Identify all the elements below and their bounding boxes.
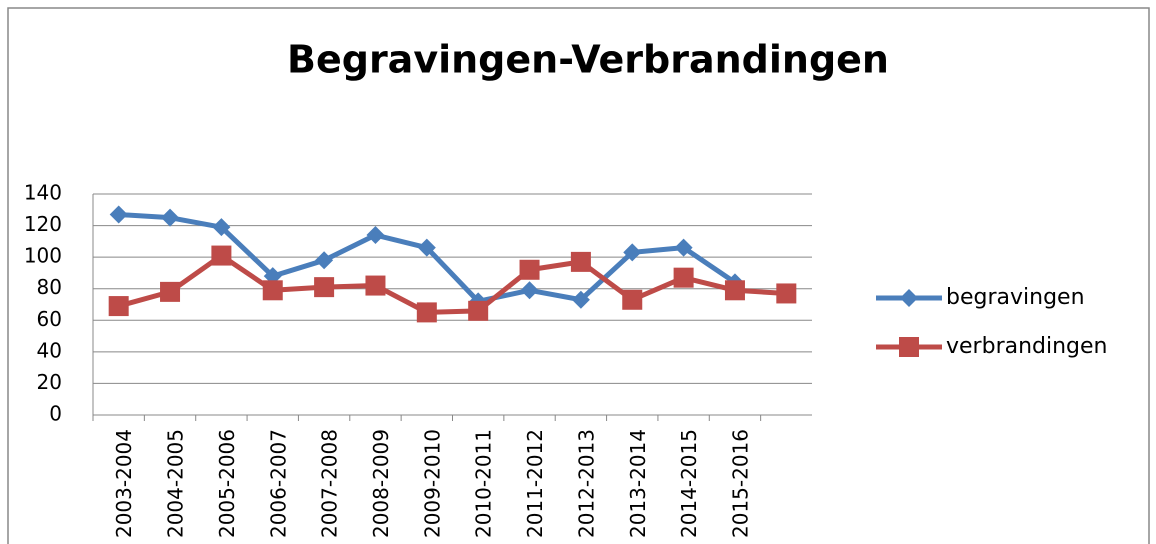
y-tick-label: 40 [37,338,62,362]
y-tick-label: 120 [24,212,62,236]
legend-label: begravingen [946,285,1085,310]
point [623,243,642,262]
point [571,290,590,309]
point [776,283,797,304]
point [212,218,231,237]
y-tick-label: 140 [24,181,62,205]
y-tick-label: 60 [37,307,62,331]
y-tick-label: 0 [49,402,62,426]
point [314,277,335,298]
point [674,238,693,257]
x-tick-label: 2007-2008 [318,429,342,538]
chart-title: Begravingen-Verbrandingen [287,38,889,82]
point [211,245,232,266]
point [673,267,694,288]
legend-label: verbrandingen [946,334,1108,359]
point [108,296,129,317]
x-tick-label: 2013-2014 [626,429,650,538]
x-tick-label: 2009-2010 [420,429,444,538]
point [315,251,334,270]
point [161,208,180,227]
point [520,281,539,300]
point [416,302,437,323]
point [262,280,283,301]
chart-frame [7,7,1150,544]
point [622,289,643,310]
point [160,281,181,302]
point [366,226,385,245]
y-tick-label: 80 [37,275,62,299]
x-tick-label: 2011-2012 [523,429,547,538]
point [109,205,128,224]
y-tick-label: 100 [24,244,62,268]
x-tick-label: 2015-2016 [728,429,752,538]
x-tick-label: 2014-2015 [677,429,701,538]
x-tick-label: 2003-2004 [112,429,136,538]
point [468,300,489,321]
x-tick-label: 2012-2013 [574,429,598,538]
point [570,251,591,272]
x-tick-label: 2010-2011 [472,429,496,538]
x-tick-label: 2006-2007 [266,429,290,538]
x-tick-label: 2005-2006 [215,429,239,538]
point [417,238,436,257]
y-tick-label: 20 [37,370,62,394]
x-tick-label: 2004-2005 [164,429,188,538]
point [900,289,918,307]
x-tick-label: 2008-2009 [369,429,393,538]
point [899,337,919,357]
point [724,280,745,301]
point [519,259,540,280]
point [365,275,386,296]
